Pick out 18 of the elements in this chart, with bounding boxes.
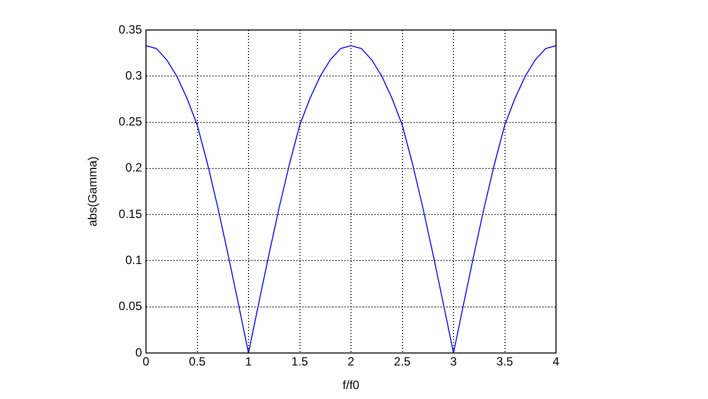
x-tick-label: 2 [348,354,355,369]
y-tick-label: 0.25 [118,114,142,129]
x-tick-label: 4 [552,354,560,369]
y-tick-label: 0.3 [125,68,142,82]
y-tick-label: 0.35 [118,22,142,36]
x-tick-label: 1.5 [291,354,308,369]
y-tick-label: 0.05 [118,299,142,314]
x-tick-label: 3 [450,354,458,369]
x-axis-title: f/f0 [342,378,360,392]
y-tick-label: 0.15 [118,206,142,221]
x-tick-label: 2.5 [394,354,411,369]
x-tick-label: 0.5 [188,354,206,369]
x-tick-label: 1 [245,354,252,369]
y-tick-label: 0.2 [125,160,142,175]
y-tick-label: 0.1 [125,253,142,268]
y-axis-title: abs(Gamma) [86,156,100,227]
x-tick-label: 3.5 [496,354,514,369]
y-tick-label: 0 [135,345,142,360]
